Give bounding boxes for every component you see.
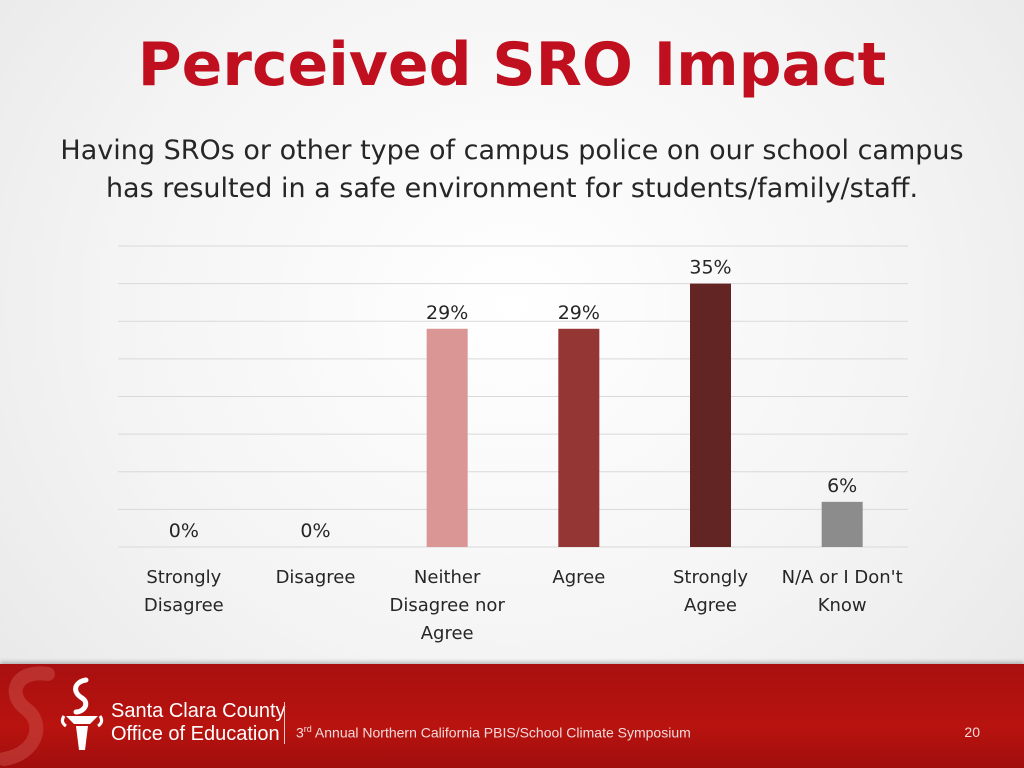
org-line-2: Office of Education xyxy=(111,723,280,745)
category-label-line: Disagree xyxy=(144,595,224,616)
category-label-line: Agree xyxy=(684,595,737,616)
category-label: Disagree xyxy=(276,567,356,588)
subtitle-line-2: has resulted in a safe environment for s… xyxy=(105,173,919,204)
page-number: 20 xyxy=(964,724,980,740)
category-label-line: Strongly xyxy=(146,567,221,588)
category-label: Agree xyxy=(552,567,605,588)
subtitle-line-1: Having SROs or other type of campus poli… xyxy=(60,135,964,166)
event-ordinal-suffix: rd xyxy=(303,724,312,734)
bar xyxy=(821,501,863,547)
category-label-line: Agree xyxy=(552,567,605,588)
data-label: 0% xyxy=(169,520,199,542)
category-label-line: N/A or I Don't xyxy=(782,567,903,588)
event-ordinal: 3 xyxy=(296,724,304,741)
category-label: Strongly Disagree xyxy=(144,567,224,616)
category-label-line: Disagree xyxy=(276,567,356,588)
category-label-line: Neither xyxy=(414,567,481,588)
category-label-line: Know xyxy=(818,595,867,616)
slide-title: Perceived SRO Impact xyxy=(137,30,887,100)
category-label-line: Agree xyxy=(421,623,474,644)
category-label-line: Disagree nor xyxy=(389,595,505,616)
footer-band: Santa Clara County Office of Education 3… xyxy=(0,664,1024,768)
data-label: 0% xyxy=(300,520,330,542)
bar xyxy=(426,328,468,547)
data-label: 35% xyxy=(689,257,731,279)
bar-chart: 0% Strongly Disagree 0% Disagree 29% Neither Di… xyxy=(118,245,908,644)
org-line-1: Santa Clara County xyxy=(111,700,286,722)
category-label-line: Strongly xyxy=(673,567,748,588)
torch-logo-icon xyxy=(60,677,104,750)
data-label: 29% xyxy=(426,302,468,324)
data-label: 29% xyxy=(558,302,600,324)
organization-name: Santa Clara County Office of Education xyxy=(111,700,286,746)
category-label: Neither Disagree nor Agree xyxy=(389,567,505,644)
bar xyxy=(690,283,731,547)
slide-subtitle: Having SROs or other type of campus poli… xyxy=(40,132,984,208)
footer-divider xyxy=(284,702,285,744)
category-label: Strongly Agree xyxy=(673,567,748,616)
watermark-s-icon xyxy=(0,666,55,766)
event-name: 3rd Annual Northern California PBIS/Scho… xyxy=(296,724,691,741)
category-label: N/A or I Don't Know xyxy=(782,567,903,616)
event-text: Annual Northern California PBIS/School C… xyxy=(311,724,691,741)
data-label: 6% xyxy=(827,475,857,497)
bar xyxy=(558,328,600,547)
